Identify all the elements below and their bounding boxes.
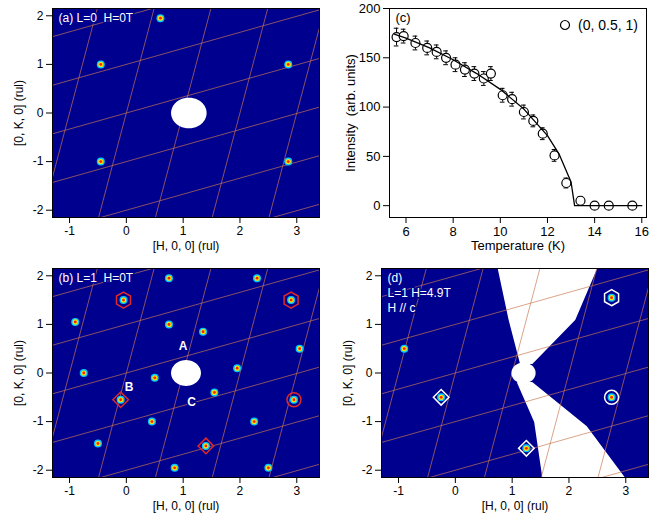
- svg-text:B: B: [125, 380, 134, 394]
- svg-text:-1: -1: [33, 154, 44, 168]
- svg-text:Temperature (K): Temperature (K): [471, 238, 565, 253]
- svg-text:0: 0: [366, 366, 373, 380]
- svg-text:-1: -1: [33, 414, 44, 428]
- svg-text:-2: -2: [33, 463, 44, 477]
- svg-text:H // c: H // c: [388, 301, 416, 315]
- svg-text:1: 1: [37, 317, 44, 331]
- svg-text:0: 0: [452, 484, 459, 498]
- svg-text:200: 200: [359, 2, 381, 16]
- svg-text:L=1 H=4.9T: L=1 H=4.9T: [388, 286, 452, 300]
- svg-text:0: 0: [373, 198, 380, 213]
- svg-text:8: 8: [450, 224, 457, 239]
- svg-text:16: 16: [635, 224, 649, 239]
- svg-text:0: 0: [123, 224, 130, 238]
- svg-text:10: 10: [493, 224, 507, 239]
- svg-text:0: 0: [37, 106, 44, 120]
- svg-text:3: 3: [293, 224, 300, 238]
- svg-text:[0, K, 0] (rul): [0, K, 0] (rul): [12, 80, 26, 146]
- svg-text:[H, 0, 0] (rul): [H, 0, 0] (rul): [153, 239, 220, 253]
- svg-text:100: 100: [359, 99, 381, 114]
- svg-text:[H, 0, 0] (rul): [H, 0, 0] (rul): [482, 499, 549, 513]
- svg-text:-1: -1: [64, 224, 75, 238]
- svg-text:1: 1: [366, 317, 373, 331]
- svg-text:A: A: [179, 339, 188, 353]
- svg-text:1: 1: [180, 484, 187, 498]
- svg-text:3: 3: [293, 484, 300, 498]
- svg-text:(b) L=1 H=0T: (b) L=1 H=0T: [59, 271, 134, 285]
- svg-text:-1: -1: [393, 484, 404, 498]
- svg-text:2: 2: [37, 269, 44, 283]
- svg-text:0: 0: [123, 484, 130, 498]
- svg-text:-2: -2: [362, 463, 373, 477]
- svg-text:2: 2: [37, 9, 44, 23]
- svg-text:1: 1: [509, 484, 516, 498]
- svg-text:[0, K, 0] (rul): [0, K, 0] (rul): [341, 340, 355, 406]
- svg-text:C: C: [187, 395, 196, 409]
- svg-text:50: 50: [366, 149, 380, 164]
- svg-text:(a) L=0 H=0T: (a) L=0 H=0T: [59, 11, 134, 25]
- svg-text:0: 0: [37, 366, 44, 380]
- svg-text:6: 6: [402, 224, 409, 239]
- svg-text:2: 2: [237, 484, 244, 498]
- svg-text:(d): (d): [388, 271, 403, 285]
- svg-text:Intensity (arb. units): Intensity (arb. units): [343, 54, 358, 172]
- svg-text:1: 1: [37, 57, 44, 71]
- svg-text:[0, K, 0] (rul): [0, K, 0] (rul): [12, 340, 26, 406]
- html-text:(0, 0.5, 1): (0, 0.5, 1): [578, 17, 638, 33]
- svg-text:-1: -1: [64, 484, 75, 498]
- svg-text:-2: -2: [33, 203, 44, 217]
- svg-text:150: 150: [359, 50, 381, 65]
- svg-text:2: 2: [237, 224, 244, 238]
- svg-text:3: 3: [622, 484, 629, 498]
- svg-text:1: 1: [180, 224, 187, 238]
- svg-text:12: 12: [540, 224, 554, 239]
- svg-text:(c): (c): [396, 10, 411, 25]
- svg-text:2: 2: [366, 269, 373, 283]
- svg-text:-1: -1: [362, 414, 373, 428]
- svg-text:[H, 0, 0] (rul): [H, 0, 0] (rul): [153, 499, 220, 513]
- svg-text:14: 14: [587, 224, 601, 239]
- svg-text:2: 2: [566, 484, 573, 498]
